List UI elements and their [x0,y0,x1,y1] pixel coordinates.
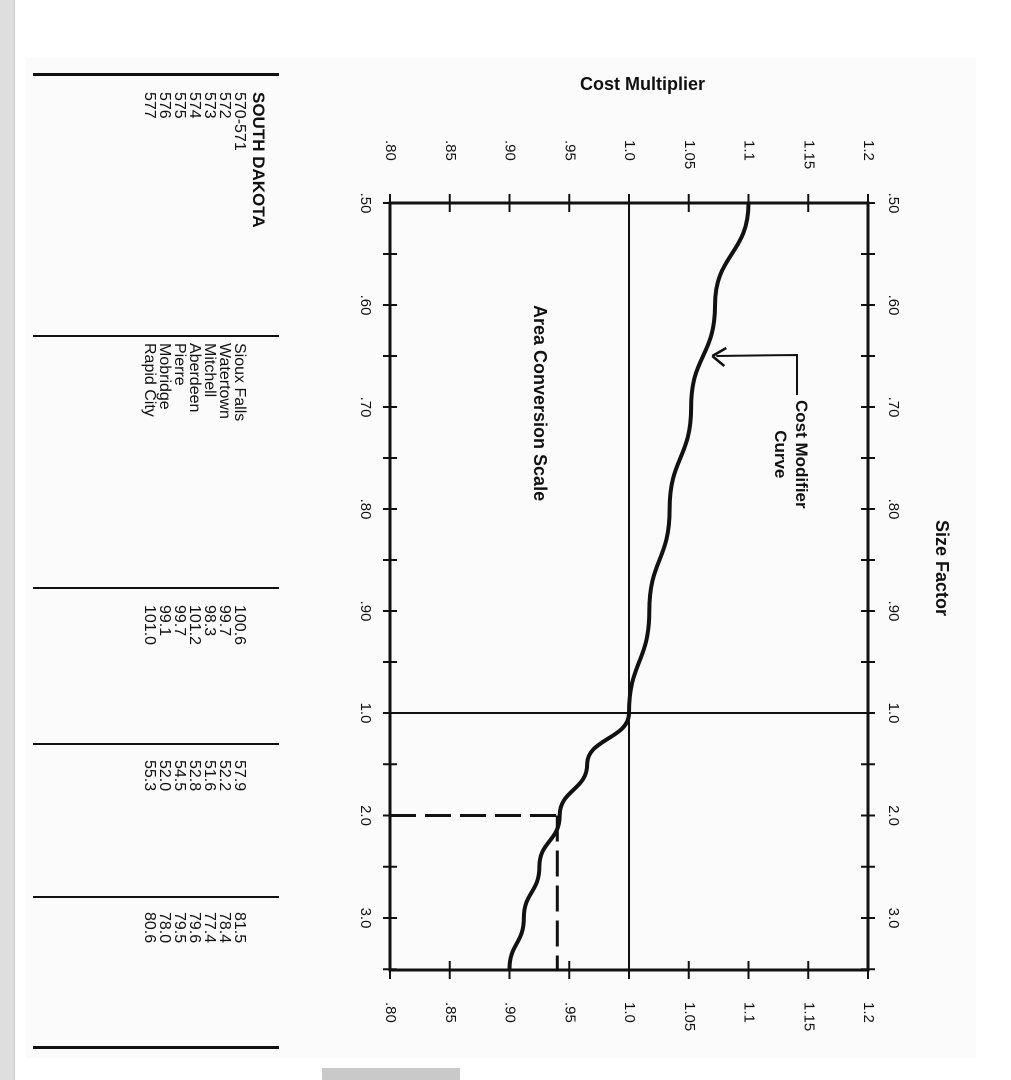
table-rule-4 [33,743,279,745]
table-rule-1 [33,73,279,76]
series-group [507,202,751,970]
x-tick-label: 1.0 [357,703,374,724]
x-tick-label: 3.0 [885,908,902,929]
curve-label-line-2: Curve [771,430,790,479]
scanned-page [26,58,976,1058]
x-tick-label: .90 [885,601,902,622]
y-tick-label: .80 [382,140,399,161]
x-tick-label: 3.0 [357,908,374,929]
y-tick-label: .80 [382,1002,399,1023]
y-tick-label: .95 [561,140,578,161]
x-tick-label: .60 [885,295,902,316]
x-tick-label: .80 [885,499,902,520]
table-rule-5 [33,896,279,898]
x-tick-label: .90 [357,601,374,622]
cost-modifier-curve-label: Cost Modifier Curve [770,400,812,509]
y-tick-label: 1.05 [681,1002,698,1031]
y-tick-label: .85 [442,1002,459,1023]
x-tick-label: .70 [885,397,902,418]
y-tick-label: 1.0 [621,1002,638,1023]
x-tick-label: .50 [885,193,902,214]
x-tick-label: .70 [357,397,374,418]
y-tick-label: .90 [502,1002,519,1023]
annotation-arrow [711,346,798,395]
reference-lines [390,203,868,970]
x-tick-label: .80 [357,499,374,520]
y-tick-label: 1.1 [741,140,758,161]
y-tick-label: .85 [442,140,459,161]
table-rule-3 [33,587,279,589]
x-tick-label: .50 [357,193,374,214]
cost-modifier-curve [507,202,751,970]
viewer-left-gutter [0,0,15,1080]
table-rule-2 [33,335,279,337]
table-rule-6 [33,1046,279,1049]
annotation-arrow-line [716,353,798,395]
x-tick-label: 2.0 [885,805,902,826]
area-conversion-label: Area Conversion Scale [530,305,550,502]
y-tick-label: 1.2 [860,1002,877,1023]
x-tick-label: .60 [357,295,374,316]
y-tick-label: 1.0 [621,140,638,161]
y-tick-label: .95 [561,1002,578,1023]
y-tick-label: 1.15 [800,1002,817,1031]
y-tick-label: 1.2 [860,140,877,161]
axis-ticks [383,194,875,979]
y-tick-label: .90 [502,140,519,161]
curve-label-line-1: Cost Modifier [792,400,811,509]
y-tick-label: 1.05 [681,140,698,169]
x-axis-title: Size Factor [932,520,952,617]
annotation-arrow-head [711,346,727,367]
viewer-bottom-tab[interactable] [322,1068,460,1080]
x-tick-label: 2.0 [357,805,374,826]
x-tick-label: 1.0 [885,703,902,724]
y-axis-title: Cost Multiplier [580,74,705,94]
axis-tick-labels: .80 .80 .85 .85 .90 .90 .95 .95 1.0 1.0 1.05 1.05 1.… [357,140,902,1031]
y-tick-label: 1.1 [741,1002,758,1023]
y-tick-label: 1.15 [800,140,817,169]
